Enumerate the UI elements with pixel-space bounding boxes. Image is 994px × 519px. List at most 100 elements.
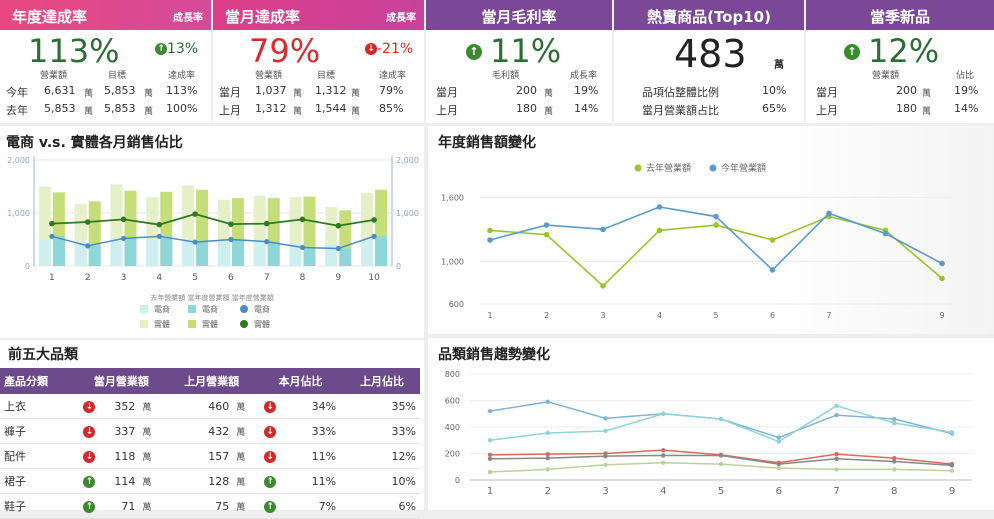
- kpi2-col-b: 目標: [317, 71, 336, 81]
- legend-label: 電商: [202, 304, 218, 314]
- kpi-gross-margin: 當月毛利率 ↑ 11% 毛利額 成長率 當月 200 萬 19% 上月 180 …: [426, 0, 612, 123]
- point-ecommerce: [120, 235, 127, 242]
- y-tick-right: 2,000: [396, 156, 419, 165]
- cell-previous: 432 萬: [166, 418, 258, 444]
- kpi5-row1-a: 200: [896, 84, 917, 97]
- legend-label: 電商: [154, 304, 170, 314]
- kpi1-growth-label: 成長率: [173, 13, 203, 24]
- unit-label: 萬: [142, 402, 152, 413]
- y-tick-right: 0: [396, 262, 401, 271]
- kpi2-col-c: 達成率: [379, 71, 407, 81]
- unit-label: 萬: [236, 402, 246, 413]
- x-tick: 1: [49, 273, 55, 283]
- x-tick: 7: [826, 311, 831, 320]
- bar-curr-ecommerce: [375, 236, 388, 266]
- unit-label: 萬: [236, 427, 246, 438]
- ratio-value: 34%: [311, 399, 337, 413]
- y-tick: 1,600: [441, 193, 464, 202]
- col-ratio: 本月佔比: [257, 368, 344, 394]
- data-point: [882, 230, 889, 237]
- bar-curr-ecommerce: [160, 236, 173, 266]
- current-value: 114: [114, 474, 136, 488]
- data-point: [949, 430, 955, 435]
- x-tick: 4: [660, 486, 666, 497]
- cell-current: ↓ 352 萬: [76, 394, 167, 419]
- bar-prev-ecommerce: [253, 240, 266, 266]
- ec-chart: 0 0 1,000 1,000 2,000 2,000 1 2 3 4 5 6 7 8 9 10 去年營業額 當…: [7, 156, 419, 329]
- x-tick: 7: [833, 486, 839, 497]
- arrow-down-icon: ↓: [264, 425, 277, 438]
- x-tick: 9: [939, 311, 944, 320]
- arrow-up-icon: ↑: [264, 475, 277, 488]
- yoy-panel: 年度銷售額變化 600 1,000 1,600 1 2 3 4 5 6 7 9 去年營業額 今年營業額: [428, 126, 994, 334]
- data-point: [487, 237, 493, 243]
- cell-prev-ratio: 6%: [343, 493, 420, 519]
- kpi5-row2-a: 180: [896, 102, 917, 115]
- kpi4-row1-label: 品項佔整體比例: [642, 86, 719, 99]
- bar-curr-ecommerce: [124, 238, 137, 266]
- previous-value: 157: [208, 449, 230, 463]
- legend-label: 實體: [202, 319, 218, 329]
- data-point: [487, 227, 493, 234]
- arrow-down-icon: ↓: [83, 425, 96, 438]
- trend-chart: 0 200 400 600 800 1 2 3 4 5 6 7 8 9: [445, 370, 972, 497]
- point-ecommerce: [299, 244, 306, 251]
- y-tick-right: 1,000: [396, 209, 419, 218]
- x-tick: 6: [776, 486, 782, 497]
- kpi1-title: 年度達成率: [12, 8, 88, 26]
- point-physical: [299, 216, 306, 223]
- bar-curr-ecommerce: [303, 247, 316, 266]
- point-physical: [335, 222, 342, 229]
- data-point: [487, 469, 493, 475]
- y-tick: 400: [445, 423, 460, 432]
- data-point: [892, 416, 897, 422]
- kpi3-row1-a: 200: [516, 84, 537, 97]
- data-point: [769, 237, 776, 243]
- bar-prev-ecommerce: [146, 239, 159, 266]
- unit-label: 萬: [142, 477, 152, 488]
- data-point: [834, 467, 839, 472]
- arrow-up-icon: ↑: [155, 43, 167, 55]
- cell-current: ↑ 114 萬: [76, 468, 167, 494]
- data-point: [949, 468, 955, 473]
- kpi1-growth-value: 13%: [167, 41, 199, 57]
- cell-prev-ratio: 10%: [343, 468, 420, 494]
- x-tick: 1: [487, 486, 493, 497]
- legend-dot: [240, 305, 248, 313]
- kpi5-header: 當季新品: [806, 0, 994, 30]
- data-point: [545, 467, 550, 472]
- data-point: [718, 416, 724, 422]
- trend-chart-title: 品類銷售趨勢變化: [438, 347, 550, 363]
- current-value: 337: [114, 424, 136, 438]
- kpi-monthly-achievement: 當月達成率 成長率 79% ↓ -21% 營業額 目標 達成率 當月 1,037 …: [213, 0, 424, 123]
- arrow-up-icon: ↑: [264, 500, 277, 513]
- legend-title: 去年營業額 當年度營業額 當年度營業額: [150, 293, 273, 302]
- cell-prev-ratio: 12%: [343, 443, 420, 469]
- data-point: [603, 428, 608, 434]
- ec-vs-physical-panel: 電商 v.s. 實體各月銷售佔比 0 0 1,000 1,000 2,000 2,000 1…: [0, 126, 424, 338]
- cell-ratio: ↑ 11%: [257, 468, 344, 494]
- bar-curr-ecommerce: [88, 245, 101, 266]
- kpi5-unit: 萬: [922, 107, 932, 117]
- unit-label: 萬: [236, 502, 246, 513]
- x-tick: 5: [192, 273, 198, 283]
- kpi-top10: 熱賣商品(Top10) 483 萬 品項佔整體比例 10% 當月營業額占比 65…: [614, 0, 804, 123]
- point-physical: [84, 219, 91, 225]
- x-tick: 9: [949, 486, 955, 497]
- data-point: [892, 455, 897, 461]
- data-point: [776, 439, 781, 444]
- bar-curr-ecommerce: [231, 239, 244, 266]
- cell-ratio: ↓ 34%: [257, 394, 344, 419]
- kpi4-header: 熱賣商品(Top10): [614, 0, 804, 30]
- bar-curr-ecommerce: [52, 236, 65, 266]
- col-current: 當月營業額: [76, 368, 167, 394]
- kpi5-col-b: 佔比: [956, 71, 975, 81]
- kpi1-col-a: 營業額: [40, 71, 68, 81]
- data-point: [545, 455, 550, 461]
- legend-label: 電商: [254, 304, 270, 314]
- current-value: 352: [114, 399, 136, 413]
- x-tick: 1: [487, 311, 492, 320]
- bar-curr-ecommerce: [267, 241, 280, 266]
- data-point: [656, 204, 663, 210]
